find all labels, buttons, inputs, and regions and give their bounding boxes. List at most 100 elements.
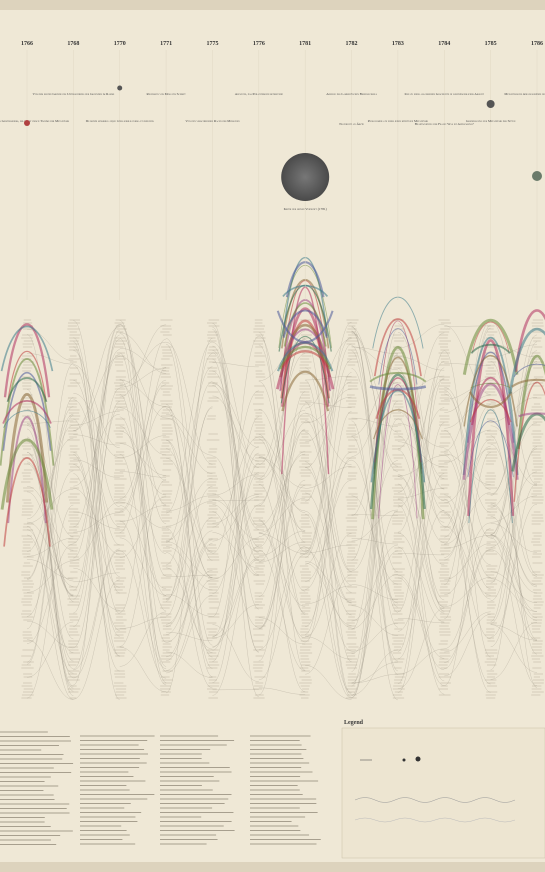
legend-title: Legend — [344, 720, 364, 726]
arc — [513, 363, 545, 378]
flow — [26, 621, 74, 649]
arc — [462, 318, 519, 375]
flow — [73, 414, 120, 487]
flow — [212, 472, 259, 651]
flow — [490, 624, 538, 641]
flow — [166, 341, 213, 514]
flow — [212, 537, 259, 580]
flow — [397, 483, 445, 682]
work-label: Nachricht an Ärzte — [339, 121, 364, 126]
flow — [73, 346, 120, 657]
work-label: Prolegomena zu einer jeden künftigen Met… — [368, 119, 429, 123]
flow — [212, 557, 259, 637]
flow — [26, 438, 74, 678]
arc — [468, 409, 513, 524]
arc — [279, 345, 332, 370]
flow — [166, 407, 213, 600]
arc — [511, 378, 545, 388]
work-label: Metaphysische Anfangsgründe der Naturwis… — [504, 92, 545, 96]
flow — [444, 577, 491, 607]
flow — [305, 413, 352, 465]
flow — [397, 473, 445, 660]
flow — [258, 483, 306, 643]
flow — [119, 332, 167, 374]
work-label: Von den verschiedenen Racen der Menschen — [185, 119, 240, 123]
flow — [26, 415, 74, 665]
flow — [212, 358, 259, 652]
flow — [73, 452, 120, 631]
flow — [444, 498, 491, 693]
flow — [490, 341, 538, 622]
flow — [26, 441, 74, 662]
arc — [517, 355, 545, 450]
flow — [73, 341, 120, 700]
flow — [73, 454, 120, 672]
flow — [258, 339, 306, 505]
flow — [119, 355, 167, 419]
flow — [212, 416, 259, 662]
flow — [397, 356, 445, 371]
flow — [73, 356, 120, 431]
flow — [212, 390, 259, 554]
year: 1783 — [392, 41, 404, 47]
year: 1768 — [67, 41, 79, 47]
flow — [212, 624, 259, 682]
flow — [351, 417, 398, 427]
flow — [351, 605, 398, 636]
arc — [378, 384, 418, 519]
flow — [397, 618, 445, 623]
flow — [26, 504, 74, 699]
flow — [258, 438, 306, 614]
arc — [7, 351, 47, 401]
arc — [373, 356, 423, 470]
work-label: Recension von Moscatis Schrift — [147, 92, 187, 96]
flow — [258, 530, 306, 557]
flow — [397, 608, 445, 689]
flow — [166, 439, 213, 658]
flow — [119, 443, 167, 476]
flow — [119, 537, 167, 596]
arc — [466, 351, 515, 443]
legend-box — [341, 727, 545, 859]
flow — [258, 335, 306, 543]
flow — [73, 501, 120, 561]
flow — [212, 499, 259, 501]
flow — [73, 567, 120, 611]
flow — [166, 570, 213, 643]
flow — [490, 435, 538, 640]
flow — [212, 350, 259, 548]
flow — [73, 418, 120, 637]
flow — [258, 422, 306, 597]
flow — [397, 504, 445, 695]
flow — [444, 614, 491, 677]
flow — [119, 430, 167, 496]
flow — [119, 324, 167, 524]
flow — [26, 486, 74, 551]
flow — [26, 560, 74, 593]
arc — [467, 420, 514, 478]
flow — [258, 434, 306, 592]
flow — [397, 361, 445, 533]
flow — [119, 646, 167, 692]
flow — [212, 493, 259, 552]
arc — [467, 339, 515, 517]
arc — [2, 400, 52, 424]
flow — [212, 452, 259, 638]
flow — [166, 338, 213, 561]
flow — [73, 411, 120, 426]
work-label: Anzeige des Lambert'schen Briefwechsels — [326, 92, 377, 96]
flow — [258, 617, 306, 645]
flow — [73, 365, 120, 577]
sheet — [0, 10, 545, 862]
work-label: Aufsätze, das Philanthropin betreffend — [235, 92, 284, 97]
flow — [166, 651, 213, 678]
arc — [373, 409, 423, 440]
flow — [119, 496, 167, 558]
year: 1770 — [114, 41, 126, 47]
legend-wave — [354, 797, 516, 803]
flow — [444, 327, 491, 619]
flow — [119, 352, 167, 683]
arc — [6, 377, 48, 403]
arc — [276, 310, 334, 343]
flow — [305, 380, 352, 695]
